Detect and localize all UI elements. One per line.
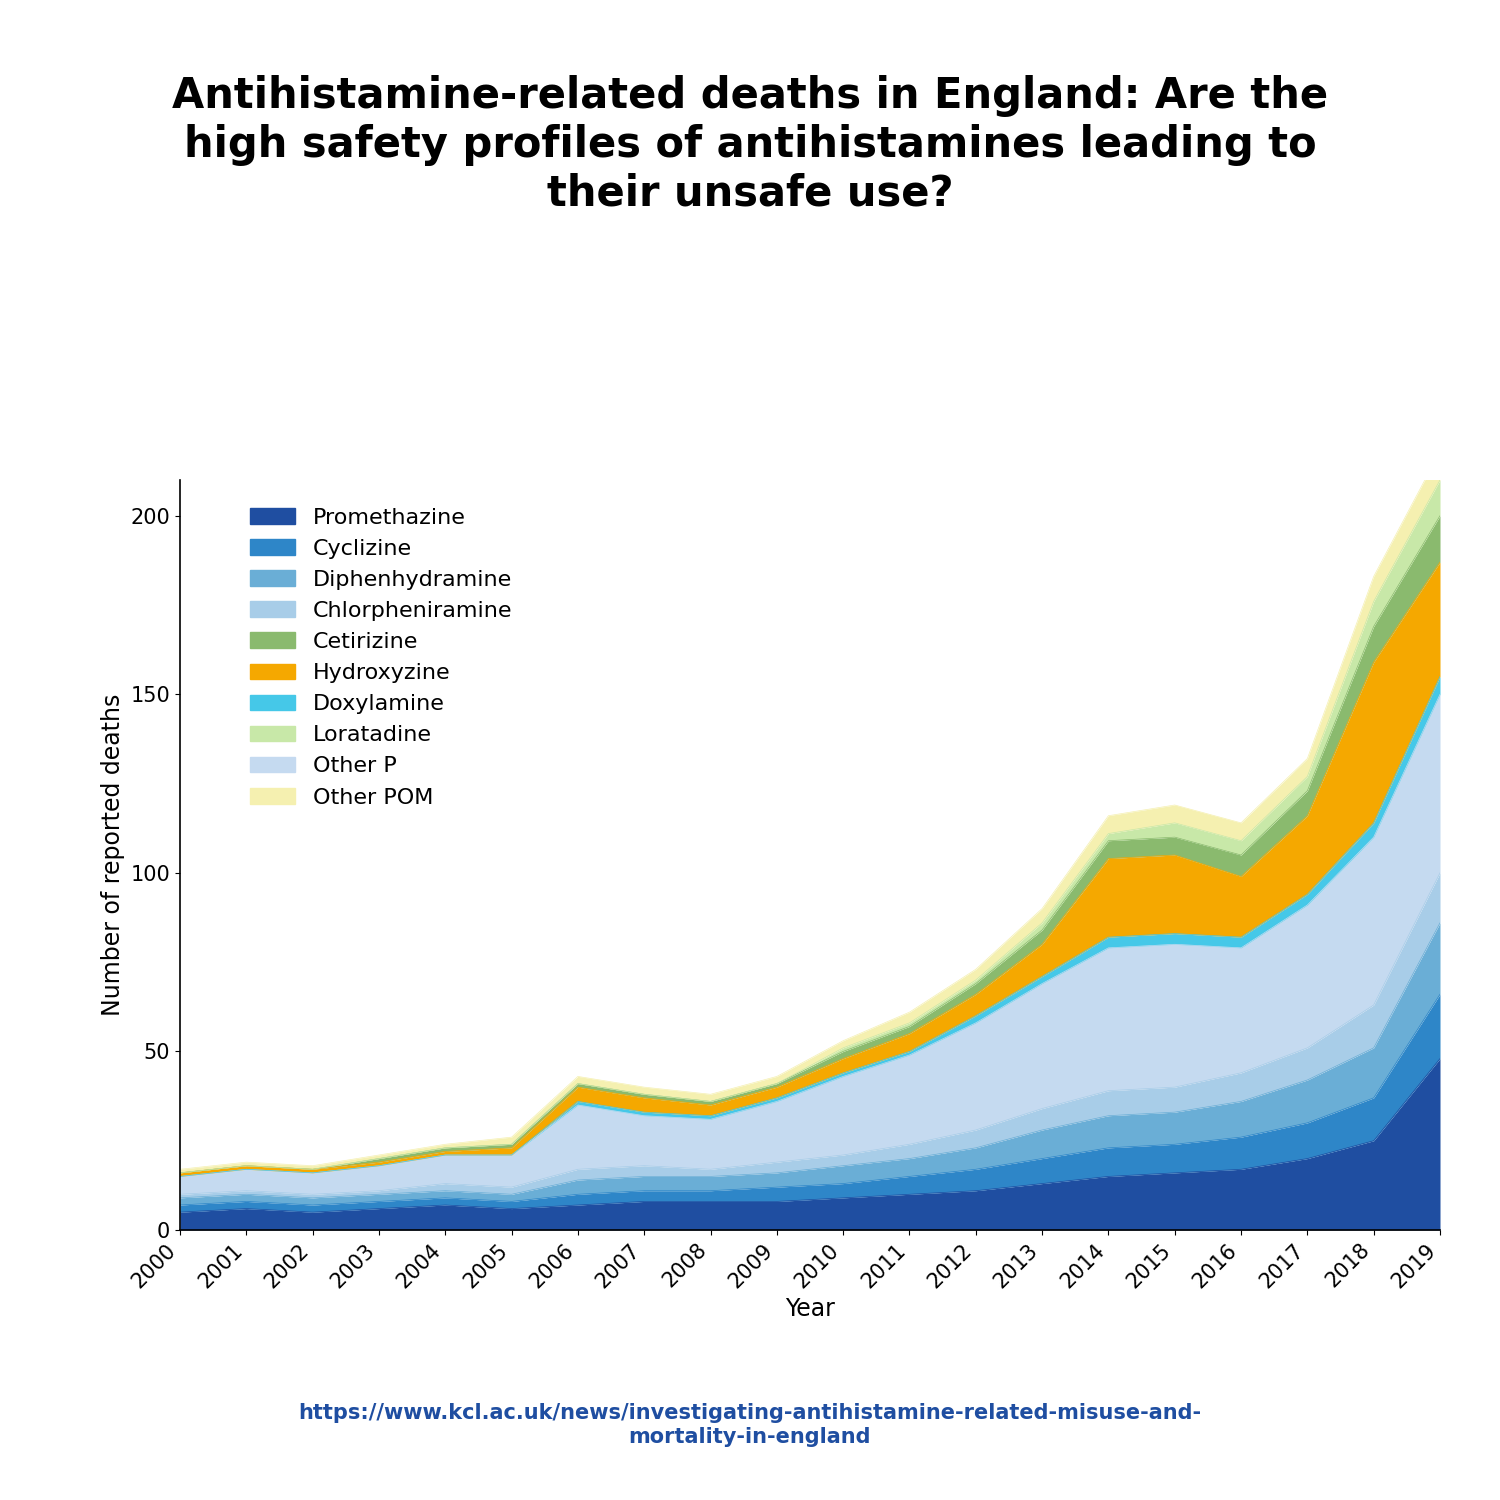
Legend: Promethazine, Cyclizine, Diphenhydramine, Chlorpheniramine, Cetirizine, Hydroxyz: Promethazine, Cyclizine, Diphenhydramine… (242, 498, 520, 816)
X-axis label: Year: Year (784, 1298, 836, 1322)
Text: Antihistamine-related deaths in England: Are the
high safety profiles of antihis: Antihistamine-related deaths in England:… (172, 75, 1328, 214)
Y-axis label: Number of reported deaths: Number of reported deaths (100, 694, 124, 1016)
Text: https://www.kcl.ac.uk/news/investigating-antihistamine-related-misuse-and-
morta: https://www.kcl.ac.uk/news/investigating… (298, 1404, 1202, 1446)
